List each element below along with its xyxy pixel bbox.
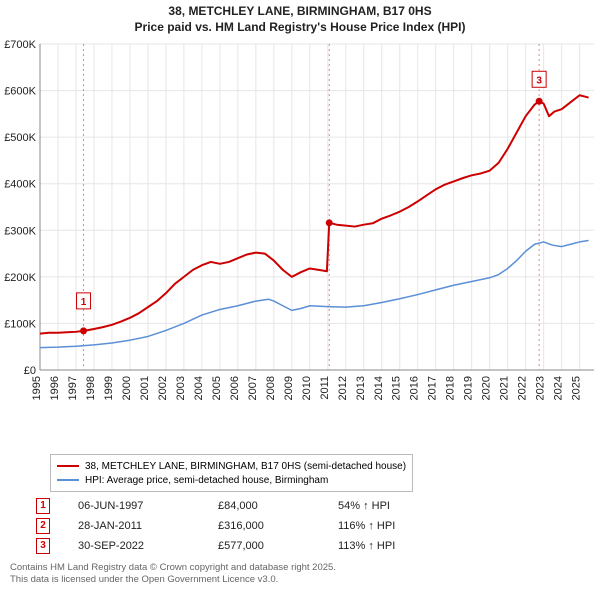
svg-text:2002: 2002 — [157, 376, 169, 400]
legend-label-hpi: HPI: Average price, semi-detached house,… — [85, 475, 328, 486]
sales-hpi-2: 116% ↑ HPI — [338, 520, 458, 532]
sales-price-1: £84,000 — [218, 500, 338, 512]
chart-area: £0 £100K £200K £300K £400K £500K £600K £700K 199… — [0, 38, 600, 418]
footer-line-1: Contains HM Land Registry data © Crown c… — [10, 562, 336, 574]
sales-date-2: 28-JAN-2011 — [78, 520, 218, 532]
svg-text:£400K: £400K — [4, 179, 36, 191]
svg-text:2009: 2009 — [283, 376, 295, 400]
svg-text:2015: 2015 — [391, 376, 403, 400]
legend: 38, METCHLEY LANE, BIRMINGHAM, B17 0HS (… — [50, 454, 413, 492]
sales-date-3: 30-SEP-2022 — [78, 540, 218, 552]
svg-text:2014: 2014 — [373, 376, 385, 400]
sales-price-2: £316,000 — [218, 520, 338, 532]
svg-text:2024: 2024 — [553, 376, 565, 400]
sales-hpi-3: 113% ↑ HPI — [338, 540, 458, 552]
svg-text:2011: 2011 — [319, 376, 331, 400]
svg-text:2022: 2022 — [517, 376, 529, 400]
svg-text:2017: 2017 — [427, 376, 439, 400]
footer: Contains HM Land Registry data © Crown c… — [10, 562, 336, 586]
svg-text:2003: 2003 — [175, 376, 187, 400]
svg-text:1997: 1997 — [67, 376, 79, 400]
legend-swatch-price — [57, 465, 79, 467]
svg-text:2001: 2001 — [139, 376, 151, 400]
svg-text:1995: 1995 — [31, 376, 43, 400]
sales-row-1: 1 06-JUN-1997 £84,000 54% ↑ HPI — [36, 496, 458, 516]
svg-text:1: 1 — [81, 297, 87, 308]
svg-text:£700K: £700K — [4, 39, 36, 51]
svg-text:1998: 1998 — [85, 376, 97, 400]
svg-text:2008: 2008 — [265, 376, 277, 400]
sales-table: 1 06-JUN-1997 £84,000 54% ↑ HPI 2 28-JAN… — [36, 496, 458, 556]
svg-text:2007: 2007 — [247, 376, 259, 400]
chart-container: 38, METCHLEY LANE, BIRMINGHAM, B17 0HS P… — [0, 0, 600, 590]
sales-date-1: 06-JUN-1997 — [78, 500, 218, 512]
svg-text:£100K: £100K — [4, 318, 36, 330]
svg-text:2000: 2000 — [121, 376, 133, 400]
svg-text:£0: £0 — [24, 365, 36, 377]
legend-item-price: 38, METCHLEY LANE, BIRMINGHAM, B17 0HS (… — [57, 459, 406, 473]
sales-hpi-1: 54% ↑ HPI — [338, 500, 458, 512]
svg-text:£300K: £300K — [4, 225, 36, 237]
svg-text:£200K: £200K — [4, 272, 36, 284]
svg-text:2006: 2006 — [229, 376, 241, 400]
svg-text:2012: 2012 — [337, 376, 349, 400]
svg-text:1996: 1996 — [49, 376, 61, 400]
svg-text:2013: 2013 — [355, 376, 367, 400]
sales-row-2: 2 28-JAN-2011 £316,000 116% ↑ HPI — [36, 516, 458, 536]
svg-text:2021: 2021 — [499, 376, 511, 400]
svg-text:2019: 2019 — [463, 376, 475, 400]
svg-text:2004: 2004 — [193, 376, 205, 400]
legend-label-price: 38, METCHLEY LANE, BIRMINGHAM, B17 0HS (… — [85, 461, 406, 472]
svg-text:3: 3 — [536, 75, 542, 86]
svg-text:2020: 2020 — [481, 376, 493, 400]
title-line-2: Price paid vs. HM Land Registry's House … — [0, 20, 600, 36]
svg-text:2023: 2023 — [535, 376, 547, 400]
svg-text:1999: 1999 — [103, 376, 115, 400]
svg-text:2025: 2025 — [571, 376, 583, 400]
svg-text:2016: 2016 — [409, 376, 421, 400]
sales-marker-3: 3 — [36, 538, 50, 554]
sales-marker-1: 1 — [36, 498, 50, 514]
legend-swatch-hpi — [57, 479, 79, 481]
svg-text:£600K: £600K — [4, 86, 36, 98]
title-line-1: 38, METCHLEY LANE, BIRMINGHAM, B17 0HS — [0, 4, 600, 20]
title-block: 38, METCHLEY LANE, BIRMINGHAM, B17 0HS P… — [0, 0, 600, 35]
footer-line-2: This data is licensed under the Open Gov… — [10, 574, 336, 586]
svg-text:2005: 2005 — [211, 376, 223, 400]
svg-text:2018: 2018 — [445, 376, 457, 400]
sales-marker-2: 2 — [36, 518, 50, 534]
legend-item-hpi: HPI: Average price, semi-detached house,… — [57, 473, 406, 487]
chart-svg: £0 £100K £200K £300K £400K £500K £600K £700K 199… — [0, 38, 600, 418]
svg-text:£500K: £500K — [4, 132, 36, 144]
svg-text:2010: 2010 — [301, 376, 313, 400]
sales-price-3: £577,000 — [218, 540, 338, 552]
sales-row-3: 3 30-SEP-2022 £577,000 113% ↑ HPI — [36, 536, 458, 556]
